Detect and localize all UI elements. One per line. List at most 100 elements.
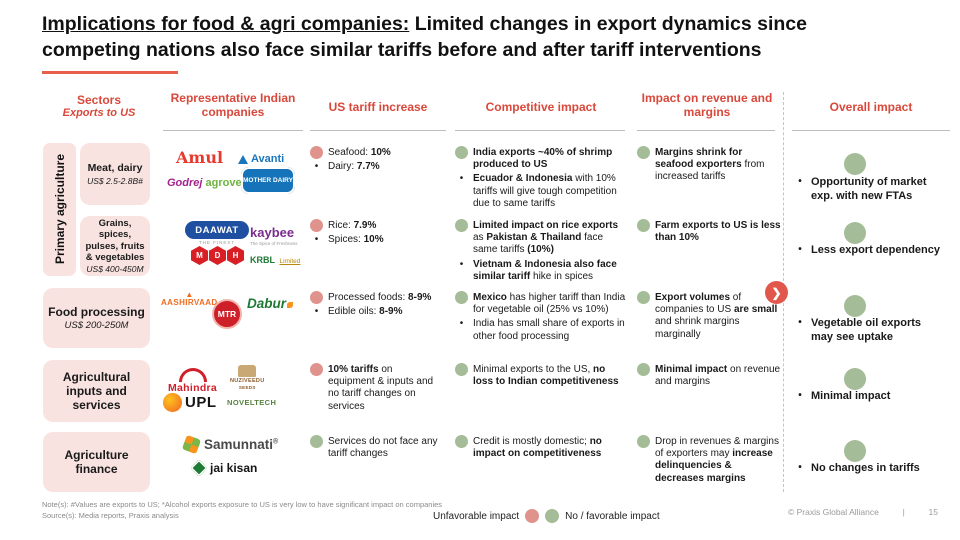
daawat-tagline: THE FINEST (198, 240, 236, 245)
competitive-item: Vietnam & Indonesia also face similar ta… (473, 258, 617, 282)
competitive-item: India exports ~40% of shrimp produced to… (473, 147, 613, 171)
bullet: • (459, 318, 464, 330)
revenue-cell-row2: Farm exports to US is less than 10% (637, 219, 782, 244)
sectors-header-subtitle: Exports to US (62, 107, 136, 120)
revenue-item: Margins shrink for seafood exporters fro… (655, 147, 765, 183)
avanti-label: Avanti (251, 153, 285, 165)
sector-box-agri-finance: Agriculture finance (43, 432, 150, 492)
sector-name: Meat, dairy (87, 162, 143, 175)
competitive-cell-row2: Limited impact on rice exports as Pakist… (455, 219, 627, 283)
sector-value: US$ 200-250M (64, 320, 129, 332)
sector-box-meat-dairy: Meat, dairy US$ 2.5-2.8B# (80, 143, 150, 205)
tariff-item: Rice: 7.9% (328, 220, 377, 231)
avanti-triangle-icon (238, 154, 248, 164)
footer-separator: | (902, 507, 905, 517)
jai-kisan-diamond-icon (190, 459, 208, 477)
overall-label: Opportunity of market exp. with new FTAs (811, 176, 927, 202)
group-primary-agriculture: Primary agriculture (43, 143, 76, 276)
sector-value: US$ 400-450M (86, 263, 144, 274)
sector-name: Grains, spices, pulses, fruits & vegetab… (85, 218, 145, 263)
tariff-item: Dairy: 7.7% (328, 161, 380, 173)
impact-dot (310, 435, 323, 448)
nuziveedu-icon (238, 365, 257, 377)
tariff-cell-row5: Services do not face any tariff changes (310, 435, 438, 460)
tariff-cell-row3: Processed foods: 8-9% • Edible oils: 8-9% (310, 291, 442, 318)
sector-value: US$ 2.5-2.8B# (87, 175, 143, 186)
competitive-item: Mexico has higher tariff than India for … (473, 292, 626, 316)
avanti-logo: Avanti (238, 153, 284, 165)
impact-legend: Unfavorable impact No / favorable impact (433, 509, 660, 523)
overall-item-row2: • Less export dependency (796, 244, 946, 258)
kaybee-label: kaybee (250, 225, 295, 240)
mahindra-emblem-icon (178, 368, 207, 382)
godrej-label: Godrej (167, 177, 203, 189)
bullet: • (798, 390, 802, 401)
bullet: • (459, 258, 464, 270)
copyright-label: © Praxis Global Alliance (788, 507, 879, 517)
kaybee-tagline: The Spice of Freshness (250, 241, 298, 246)
overall-dot-row1 (844, 153, 866, 175)
competitive-cell-row5: Credit is mostly domestic; no impact on … (455, 435, 627, 460)
dabur-logo: Dabur (247, 295, 294, 313)
group-label: Primary agriculture (52, 154, 67, 265)
title-underlined-part: Implications for food & agri companies: (42, 13, 410, 35)
competitive-item: Credit is mostly domestic; no impact on … (473, 436, 602, 460)
title-accent-bar (42, 71, 178, 74)
competitive-item: Limited impact on rice exports as Pakist… (473, 220, 619, 256)
tariff-cell-row2: Rice: 7.9% • Spices: 10% (310, 219, 442, 246)
tariff-item: Services do not face any tariff changes (328, 436, 438, 460)
mdh-hex-h: H (227, 246, 244, 265)
impact-dot (310, 363, 323, 376)
impact-dot (455, 219, 468, 232)
mother-dairy-label: MOTHER DAIRY (243, 176, 293, 184)
title-rest-line1: Limited changes in export dynamics since (409, 13, 807, 35)
nuziveedu-logo: NUZIVEEDU SEEDS (230, 365, 264, 390)
tariff-item: Spices: 10% (328, 234, 384, 246)
tariff-item: 10% tariffs on equipment & inputs and no… (328, 364, 434, 412)
impact-dot (455, 291, 468, 304)
overall-item-row4: • Minimal impact (796, 390, 946, 404)
overall-label: Minimal impact (811, 390, 891, 402)
mtr-logo: MTR (212, 299, 242, 329)
daawat-label: DAAWAT (195, 224, 239, 236)
competitive-item: Ecuador & Indonesia with 10% tariffs wil… (473, 173, 617, 209)
dabur-leaf-icon (287, 302, 294, 308)
registered-mark: ® (273, 438, 279, 446)
slide-title: Implications for food & agri companies: … (42, 12, 932, 63)
agrovet-label: agrovet (205, 177, 246, 189)
impact-dot (637, 219, 650, 232)
bullet: • (798, 176, 802, 187)
footnote: Note(s): #Values are exports to US; *Alc… (42, 500, 442, 521)
slide-footer-right: © Praxis Global Alliance | 15 (788, 507, 938, 517)
bullet: • (798, 244, 802, 255)
overall-item-row1: • Opportunity of market exp. with new FTA… (796, 176, 946, 204)
competitive-cell-row4: Minimal exports to the US, no loss to In… (455, 363, 627, 388)
header-underline-companies (163, 130, 303, 131)
competitive-cell-row1: India exports ~40% of shrimp produced to… (455, 146, 627, 210)
title-line2: competing nations also face similar tari… (42, 38, 762, 61)
competitive-item: India has small share of exports in othe… (473, 318, 625, 342)
nuziveedu-label: NUZIVEEDU (230, 378, 265, 384)
impact-dot (310, 146, 323, 159)
upl-label: UPL (185, 394, 217, 411)
column-header-overall: Overall impact (829, 100, 913, 114)
impact-dot (310, 291, 323, 304)
sector-box-agri-inputs: Agricultural inputs and services (43, 360, 150, 422)
samunnati-label: Samunnati® (204, 437, 279, 452)
bullet: • (314, 161, 319, 173)
overall-dot-row4 (844, 368, 866, 390)
samunnati-pinwheel-icon (181, 434, 202, 455)
legend-unfavorable-label: Unfavorable impact (433, 510, 520, 522)
column-header-revenue: Impact on revenue and margins (641, 91, 773, 120)
kaybee-logo: kaybee The Spice of Freshness (250, 225, 298, 246)
column-header-companies: Representative Indian companies (170, 91, 296, 120)
upl-logo: UPL (163, 393, 217, 412)
column-header-competitive: Competitive impact (485, 100, 597, 114)
header-underline-competitive (455, 130, 625, 131)
mahindra-label: Mahindra (168, 382, 218, 394)
header-underline-tariff (310, 130, 446, 131)
header-underline-revenue (637, 130, 775, 131)
aashirvaad-logo: ▲ AASHIRVAAD (161, 291, 218, 307)
mdh-logo: M D H (191, 246, 244, 265)
